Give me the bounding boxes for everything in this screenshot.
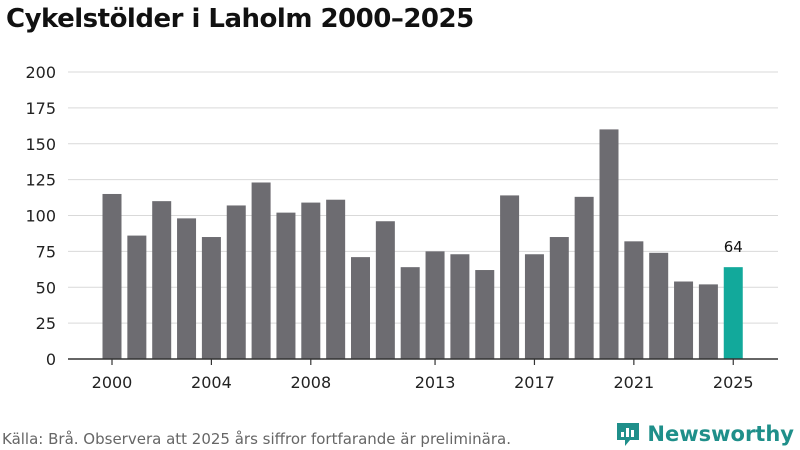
x-tick-label: 2013: [415, 373, 456, 392]
bar-2015: [475, 270, 495, 359]
bar-2006: [251, 182, 271, 359]
bar-2001: [127, 235, 147, 359]
y-tick-label: 125: [25, 171, 56, 190]
y-tick-label: 25: [36, 314, 56, 333]
gridlines: [68, 71, 778, 324]
bar-2020: [599, 129, 619, 359]
source-note: Källa: Brå. Observera att 2025 års siffr…: [2, 430, 511, 448]
x-tick-label: 2000: [92, 373, 133, 392]
bar-2025: [723, 267, 743, 359]
y-tick-label: 150: [25, 135, 56, 154]
bar-2005: [226, 205, 246, 359]
bars: [102, 129, 743, 359]
bar-2010: [351, 257, 370, 359]
data-label-2025: 64: [724, 238, 743, 256]
y-tick-label: 50: [36, 278, 56, 297]
x-tick-label: 2004: [191, 373, 232, 392]
y-tick-label: 175: [25, 99, 56, 118]
bar-2008: [301, 202, 321, 359]
bar-2022: [649, 252, 669, 359]
x-axis-ticks: 2000 2004 2008 2013 2017 2021 2025: [92, 359, 754, 392]
y-tick-label: 75: [36, 242, 56, 261]
bar-2023: [674, 281, 694, 359]
bar-2004: [201, 237, 221, 359]
x-tick-label: 2021: [613, 373, 654, 392]
bar-2002: [152, 201, 172, 359]
brand-logo: Newsworthy: [615, 420, 794, 448]
x-tick-label: 2025: [713, 373, 754, 392]
newsworthy-logo-icon: [617, 423, 640, 446]
y-axis-ticks: 0 25 50 75 100 125 150 175 200: [25, 63, 56, 369]
bar-2019: [574, 196, 594, 359]
bar-2016: [500, 195, 520, 359]
y-tick-label: 200: [25, 63, 56, 82]
chart-title: Cykelstölder i Laholm 2000–2025: [6, 4, 474, 34]
bar-2011: [375, 221, 395, 359]
bar-2014: [450, 254, 470, 359]
bar-2013: [425, 251, 445, 359]
bar-2007: [276, 212, 296, 359]
bar-2017: [524, 254, 544, 359]
bar-2018: [549, 237, 569, 359]
bar-2012: [400, 267, 420, 359]
bar-2009: [326, 199, 346, 359]
x-tick-label: 2017: [514, 373, 555, 392]
y-tick-label: 100: [25, 207, 56, 226]
brand-name: Newsworthy: [647, 422, 794, 446]
x-tick-label: 2008: [290, 373, 331, 392]
y-tick-label: 0: [46, 350, 56, 369]
bar-2021: [624, 241, 644, 359]
bar-2024: [698, 284, 718, 359]
data-labels: 64: [724, 238, 743, 256]
bar-2003: [177, 218, 197, 359]
bar-2000: [102, 193, 122, 359]
